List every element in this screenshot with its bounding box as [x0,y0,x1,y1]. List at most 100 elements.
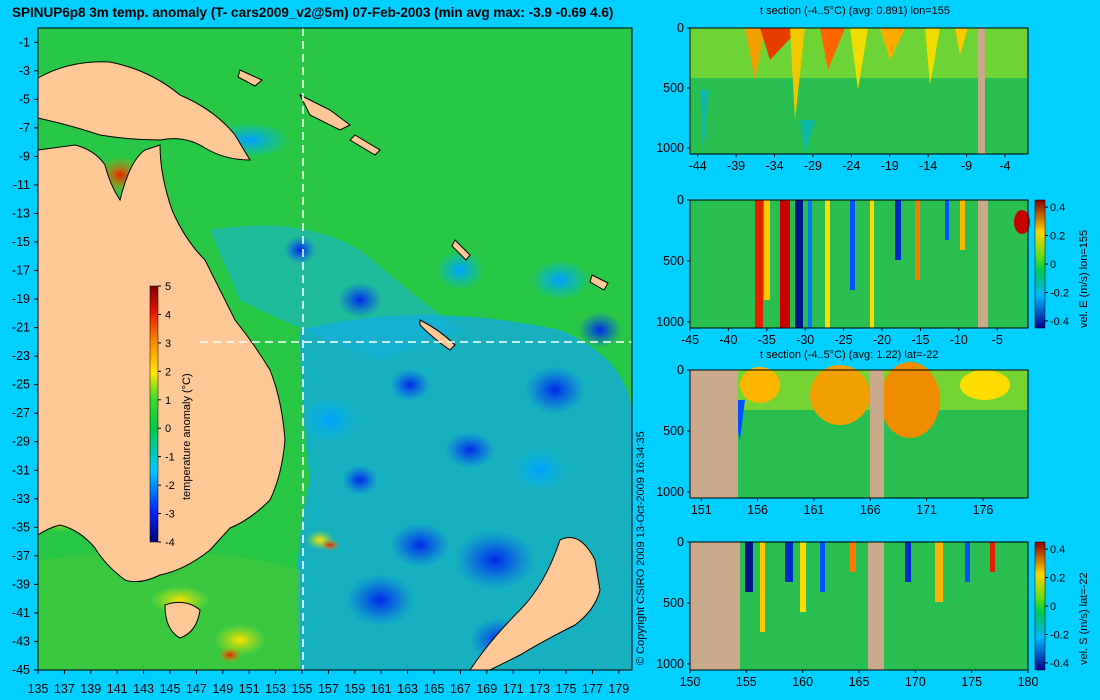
map-x-tick-label: 179 [608,682,629,696]
panel3-mask [870,370,884,498]
panel3-title: t section (-4..5°C) (avg: 1.22) lat=-22 [760,349,939,361]
x-tick-label: 170 [905,675,926,689]
x-tick-label: 176 [973,503,994,517]
map-colorbar-tick-label: 4 [165,309,171,321]
map-x-tick-label: 157 [318,682,339,696]
map-y-ticks: -1 -3 -5 -7 -9 -11 -13 -15 -17 -19 -21 -23 -25 -27 -29… [12,35,38,677]
map-colorbar-tick-label: -1 [165,452,175,464]
colorbar-tick-label: -0.2 [1050,629,1069,641]
map-y-tick-label: -15 [12,235,30,249]
x-tick-label: 171 [916,503,937,517]
map-x-tick-label: 159 [344,682,365,696]
panel2 [689,199,1046,329]
y-tick-label: 1000 [656,315,684,329]
colorbar-tick-label: -0.2 [1050,287,1069,299]
colorbar-tick-label: 0.4 [1050,544,1065,556]
map-y-tick-label: -37 [12,549,30,563]
map-colorbar-tick-label: 5 [165,281,171,293]
map-colorbar-tick-label: -3 [165,509,175,521]
map-x-tick-label: 177 [582,682,603,696]
panel2-y-ticks: 0 500 1000 [656,193,690,329]
x-tick-label: -30 [796,333,814,347]
map-y-tick-label: -45 [12,663,30,677]
colorbar-tick-label: 0 [1050,259,1056,271]
map-x-ticks: 135 137 139 141 143 145 147 149 151 153 155 157 159 1… [28,670,629,696]
map-y-tick-label: -25 [12,378,30,392]
land-new-britain [237,69,263,87]
y-tick-label: 0 [677,21,684,35]
colorbar-tick-label: 0.4 [1050,202,1065,214]
map-colorbar [149,285,159,543]
map-x-tick-label: 173 [529,682,550,696]
land-tasmania [164,601,201,639]
x-tick-label: -34 [765,159,783,173]
x-tick-label: 156 [747,503,768,517]
map-colorbar-tick-label: -4 [165,537,175,549]
map-y-tick-label: -39 [12,577,30,591]
x-tick-label: -25 [835,333,853,347]
panel1-x-ticks: -44 -39 -34 -29 -24 -19 -14 -9 -4 [689,154,1011,173]
map-colorbar-label: temperature anomaly (°C) [181,373,193,500]
map-colorbar-tick-label: -2 [165,480,175,492]
colorbar-tick-label: 0.2 [1050,573,1065,585]
map-y-tick-label: -5 [19,92,30,106]
figure-title: SPINUP6p8 3m temp. anomaly (T- cars2009_… [12,5,614,20]
map-y-tick-label: -1 [19,35,30,49]
map-y-tick-label: -7 [19,121,30,135]
map-colorbar-tick-label: 3 [165,338,171,350]
x-tick-label: -9 [961,159,972,173]
map-colorbar-tick-label: 1 [165,395,171,407]
map-y-tick-label: -43 [12,634,30,648]
map-x-tick-label: 145 [160,682,181,696]
map-x-tick-label: 161 [371,682,392,696]
x-tick-label: 161 [804,503,825,517]
map-land [37,61,609,671]
y-tick-label: 0 [677,535,684,549]
panel1-title: t section (-4..5°C) (avg: 0.891) lon=155 [760,5,950,17]
panel3-x-ticks: 151 156 161 166 171 176 [691,498,994,517]
colorbar-tick-label: -0.4 [1050,316,1069,328]
panel1-mask [978,28,985,154]
x-tick-label: 160 [792,675,813,689]
map-x-tick-label: 147 [186,682,207,696]
map-y-tick-label: -13 [12,206,30,220]
x-tick-label: -35 [758,333,776,347]
panel2-colorbar [1034,199,1046,329]
y-tick-label: 1000 [656,657,684,671]
map-x-tick-label: 135 [28,682,49,696]
map-y-tick-label: -35 [12,520,30,534]
panel4-x-ticks: 150 155 160 165 170 175 180 [680,670,1038,689]
map-x-tick-label: 143 [133,682,154,696]
x-tick-label: -29 [804,159,822,173]
map-y-tick-label: -19 [12,292,30,306]
map-y-tick-label: -23 [12,349,30,363]
land-new-caledonia [419,319,456,351]
map-colorbar-tick-label: 0 [165,423,171,435]
map-x-tick-label: 153 [265,682,286,696]
map-x-tick-label: 149 [212,682,233,696]
map-y-tick-label: -3 [19,64,30,78]
map-y-tick-label: -33 [12,492,30,506]
map-y-tick-label: -17 [12,264,30,278]
map-x-tick-label: 141 [107,682,128,696]
map-y-tick-label: -21 [12,321,30,335]
y-tick-label: 1000 [656,141,684,155]
panel3-y-ticks: 0 500 1000 [656,363,690,499]
x-tick-label: 166 [860,503,881,517]
map-x-tick-label: 155 [292,682,313,696]
panel4-y-ticks: 0 500 1000 [656,535,690,671]
colorbar-tick-label: -0.4 [1050,658,1069,670]
map-x-tick-label: 151 [239,682,260,696]
x-tick-label: 165 [849,675,870,689]
x-tick-label: -45 [681,333,699,347]
map-x-tick-label: 169 [476,682,497,696]
map-x-tick-label: 163 [397,682,418,696]
map-coral-sea-region [210,225,460,360]
panel4-colorbar [1034,541,1046,671]
x-tick-label: -4 [999,159,1010,173]
y-tick-label: 1000 [656,485,684,499]
y-tick-label: 500 [663,254,684,268]
colorbar-tick-label: 0 [1050,601,1056,613]
panel4-colorbar-ticks: 0.4 0.2 0 -0.2 -0.4 [1045,544,1069,670]
y-tick-label: 0 [677,363,684,377]
